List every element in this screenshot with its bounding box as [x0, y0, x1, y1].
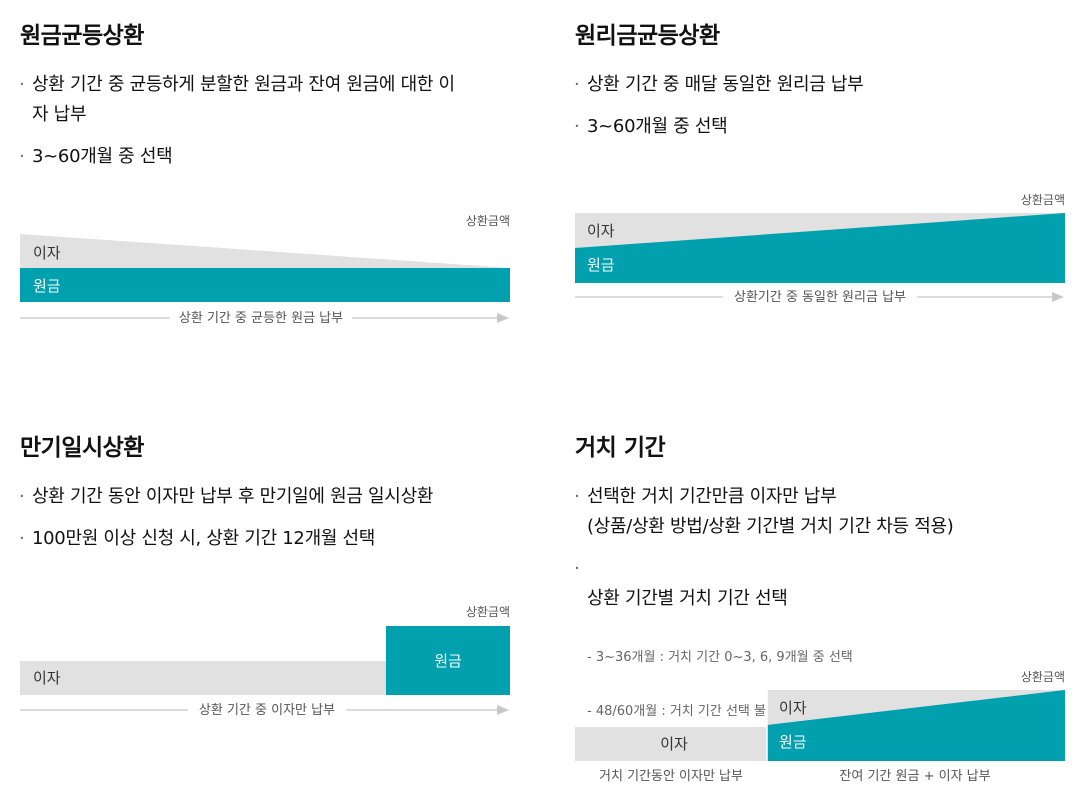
sub-list: - 3~36개월 : 거치 기간 0~3, 6, 9개월 중 선택 - 48/6… — [587, 616, 1065, 754]
arrow-label-bg — [170, 308, 352, 328]
bullet-list: 상환 기간 중 균등하게 분할한 원금과 잔여 원금에 대한 이 자 납부 3~… — [19, 70, 510, 184]
amount-label: 상환금액 — [1021, 193, 1065, 207]
bullet-item: 3~60개월 중 선택 — [19, 142, 510, 172]
bullet-list: 선택한 거치 기간만큼 이자만 납부 (상품/상환 방법/상환 기간별 거치 기… — [574, 482, 1065, 784]
arrow-label: 상환기간 중 동일한 원리금 납부 — [734, 290, 906, 305]
bullet-item: 3~60개월 중 선택 — [574, 112, 1065, 142]
bullet-item-text: 상환 기간별 거치 기간 선택 — [587, 588, 788, 609]
interest-label: 이자 — [33, 669, 61, 687]
bullet-item: 상환 기간 동안 이자만 납부 후 만기일에 원금 일시상환 — [19, 482, 510, 512]
bullet-repayment-diagram: 상환금액 이자 원금 상환 기간 중 이자만 납부 — [20, 605, 510, 720]
interest-area — [20, 234, 510, 268]
sub-item: - 3~36개월 : 거치 기간 0~3, 6, 9개월 중 선택 — [587, 650, 853, 665]
principal-label: 원금 — [434, 652, 462, 670]
principal-area — [575, 213, 1065, 283]
panel-title: 원리금균등상환 — [575, 23, 720, 49]
arrow-label-bg — [188, 700, 346, 720]
panel-title: 원금균등상환 — [20, 23, 144, 49]
interest-area — [20, 661, 386, 695]
arrow-label: 상환 기간 중 균등한 원금 납부 — [179, 311, 343, 326]
principal-label: 원금 — [33, 277, 61, 295]
principal-area — [386, 626, 510, 695]
panel-title: 거치 기간 — [575, 435, 666, 461]
amount-label: 상환금액 — [466, 605, 510, 619]
bullet-item: 상환 기간 중 균등하게 분할한 원금과 잔여 원금에 대한 이 자 납부 — [19, 70, 510, 130]
bullet-item: 상환 기간별 거치 기간 선택 - 3~36개월 : 거치 기간 0~3, 6,… — [574, 554, 1065, 784]
interest-label: 이자 — [587, 222, 615, 240]
amount-label: 상환금액 — [466, 214, 510, 228]
arrow-label-bg — [723, 287, 917, 307]
equal-principal-diagram: 상환금액 이자 원금 상환 기간 중 균등한 원금 납부 — [20, 214, 510, 328]
panel-title: 만기일시상환 — [20, 435, 144, 461]
bullet-list: 상환 기간 동안 이자만 납부 후 만기일에 원금 일시상환 100만원 이상 … — [19, 482, 510, 566]
bullet-item: 100만원 이상 신청 시, 상환 기간 12개월 선택 — [19, 524, 510, 554]
interest-label: 이자 — [33, 244, 61, 262]
bullet-item: 선택한 거치 기간만큼 이자만 납부 (상품/상환 방법/상환 기간별 거치 기… — [574, 482, 1065, 542]
arrow-label: 상환 기간 중 이자만 납부 — [199, 703, 335, 718]
principal-area — [20, 268, 510, 302]
bullet-list: 상환 기간 중 매달 동일한 원리금 납부 3~60개월 중 선택 — [574, 70, 1065, 154]
equal-installment-diagram: 상환금액 이자 원금 상환기간 중 동일한 원리금 납부 — [575, 193, 1065, 307]
interest-area — [575, 213, 1065, 283]
sub-item: - 48/60개월 : 거치 기간 선택 불가 — [587, 704, 778, 719]
principal-label: 원금 — [587, 256, 615, 274]
bullet-item: 상환 기간 중 매달 동일한 원리금 납부 — [574, 70, 1065, 100]
